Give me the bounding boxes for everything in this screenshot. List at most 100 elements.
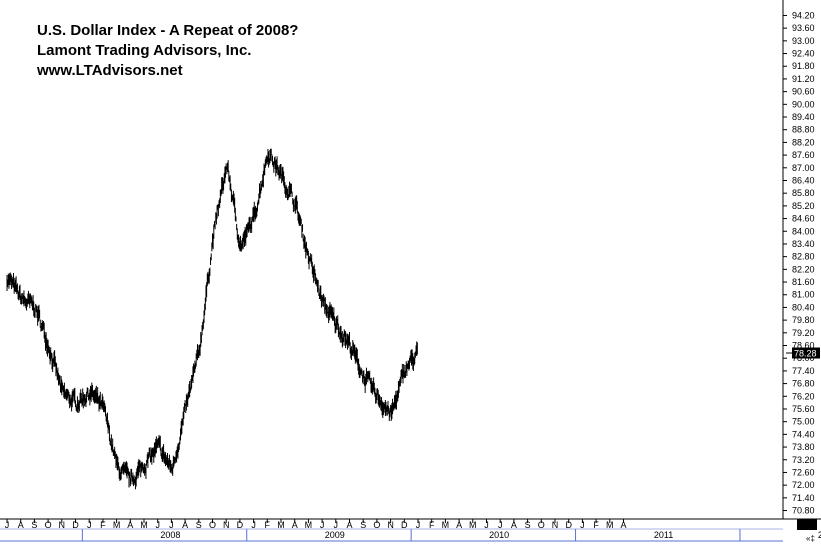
x-axis-year-labels: 2008 2009 2010 2011 2012 bbox=[81, 529, 821, 541]
y-tick-label: 80.40 bbox=[792, 302, 815, 312]
x-tick-label: O bbox=[45, 520, 52, 530]
y-tick-label: 74.40 bbox=[792, 429, 815, 439]
x-tick-label: A bbox=[127, 520, 133, 530]
y-tick-label: 81.60 bbox=[792, 277, 815, 287]
x-tick-label: J bbox=[484, 520, 489, 530]
x-tick-label: N bbox=[387, 520, 394, 530]
y-tick-label: 90.00 bbox=[792, 99, 815, 109]
x-tick-label: M bbox=[442, 520, 450, 530]
scroll-button-block[interactable] bbox=[797, 519, 817, 530]
price-bars bbox=[6, 148, 418, 490]
y-tick-label: 75.60 bbox=[792, 404, 815, 414]
y-tick-label: 85.80 bbox=[792, 188, 815, 198]
y-tick-label: 93.60 bbox=[792, 23, 815, 33]
y-tick-label: 90.60 bbox=[792, 87, 815, 97]
x-tick-label: J bbox=[155, 520, 160, 530]
x-tick-label: D bbox=[237, 520, 244, 530]
y-tick-label: 92.40 bbox=[792, 49, 815, 59]
x-tick-label: J bbox=[169, 520, 174, 530]
x-tick-label: S bbox=[196, 520, 202, 530]
year-label: 2012 bbox=[818, 530, 821, 540]
scroll-arrows-icon[interactable]: «‡ bbox=[806, 534, 815, 543]
y-tick-label: 76.20 bbox=[792, 391, 815, 401]
x-tick-label: N bbox=[552, 520, 559, 530]
x-tick-label: J bbox=[416, 520, 421, 530]
y-tick-label: 72.60 bbox=[792, 467, 815, 477]
chart-title-line-1: U.S. Dollar Index - A Repeat of 2008? bbox=[37, 22, 298, 39]
y-tick-label: 85.20 bbox=[792, 201, 815, 211]
y-tick-label: 93.00 bbox=[792, 36, 815, 46]
year-label: 2008 bbox=[160, 530, 180, 540]
y-tick-label: 84.60 bbox=[792, 214, 815, 224]
x-tick-label: A bbox=[346, 520, 352, 530]
x-tick-label: J bbox=[320, 520, 325, 530]
y-tick-label: 72.00 bbox=[792, 480, 815, 490]
x-tick-label: D bbox=[72, 520, 79, 530]
x-tick-label: O bbox=[538, 520, 545, 530]
chart-title-line-3: www.LTAdvisors.net bbox=[36, 62, 183, 79]
y-tick-label: 83.40 bbox=[792, 239, 815, 249]
chart-title-line-2: Lamont Trading Advisors, Inc. bbox=[37, 42, 251, 59]
y-tick-label: 88.80 bbox=[792, 125, 815, 135]
y-tick-label: 87.00 bbox=[792, 163, 815, 173]
year-label: 2009 bbox=[325, 530, 345, 540]
y-tick-label: 86.40 bbox=[792, 175, 815, 185]
x-tick-label: A bbox=[511, 520, 517, 530]
x-tick-label: J bbox=[334, 520, 339, 530]
x-tick-label: M bbox=[606, 520, 614, 530]
x-tick-label: D bbox=[565, 520, 572, 530]
y-tick-label: 82.20 bbox=[792, 264, 815, 274]
x-tick-label: J bbox=[498, 520, 503, 530]
x-tick-label: M bbox=[140, 520, 148, 530]
x-tick-label: A bbox=[182, 520, 188, 530]
x-tick-label: F bbox=[429, 520, 435, 530]
x-tick-label: O bbox=[209, 520, 216, 530]
y-tick-label: 91.20 bbox=[792, 74, 815, 84]
y-tick-label: 73.80 bbox=[792, 442, 815, 452]
x-tick-label: F bbox=[265, 520, 271, 530]
x-tick-label: M bbox=[305, 520, 313, 530]
x-tick-label: N bbox=[59, 520, 66, 530]
x-tick-label: D bbox=[401, 520, 408, 530]
y-tick-label: 76.80 bbox=[792, 379, 815, 389]
x-tick-label: S bbox=[525, 520, 531, 530]
x-tick-label: A bbox=[620, 520, 626, 530]
y-tick-label: 79.20 bbox=[792, 328, 815, 338]
x-tick-label: F bbox=[100, 520, 106, 530]
x-tick-label: M bbox=[469, 520, 477, 530]
x-tick-label: M bbox=[277, 520, 285, 530]
x-tick-label: M bbox=[113, 520, 121, 530]
y-tick-label: 84.00 bbox=[792, 226, 815, 236]
y-tick-label: 87.60 bbox=[792, 150, 815, 160]
y-tick-label: 73.20 bbox=[792, 455, 815, 465]
y-tick-label: 71.40 bbox=[792, 493, 815, 503]
y-tick-label: 94.20 bbox=[792, 10, 815, 20]
x-tick-label: J bbox=[87, 520, 92, 530]
y-tick-label: 70.80 bbox=[792, 506, 815, 516]
x-tick-label: J bbox=[580, 520, 585, 530]
x-tick-label: S bbox=[31, 520, 37, 530]
x-tick-label: N bbox=[223, 520, 230, 530]
x-tick-label: A bbox=[456, 520, 462, 530]
y-tick-label: 91.80 bbox=[792, 61, 815, 71]
x-tick-label: O bbox=[373, 520, 380, 530]
x-tick-label: J bbox=[251, 520, 256, 530]
y-tick-label: 78.60 bbox=[792, 341, 815, 351]
y-tick-label: 81.00 bbox=[792, 290, 815, 300]
x-tick-label: S bbox=[360, 520, 366, 530]
x-tick-label: A bbox=[292, 520, 298, 530]
year-label: 2010 bbox=[489, 530, 509, 540]
last-value-label: 78.28 bbox=[794, 349, 817, 359]
y-tick-label: 77.40 bbox=[792, 366, 815, 376]
x-tick-label: A bbox=[18, 520, 24, 530]
x-tick-label: J bbox=[5, 520, 10, 530]
y-tick-label: 75.00 bbox=[792, 417, 815, 427]
y-tick-label: 89.40 bbox=[792, 112, 815, 122]
last-value-marker: 78.28 bbox=[786, 347, 820, 359]
y-tick-label: 82.80 bbox=[792, 252, 815, 262]
y-tick-label: 79.80 bbox=[792, 315, 815, 325]
year-label: 2011 bbox=[654, 530, 673, 540]
